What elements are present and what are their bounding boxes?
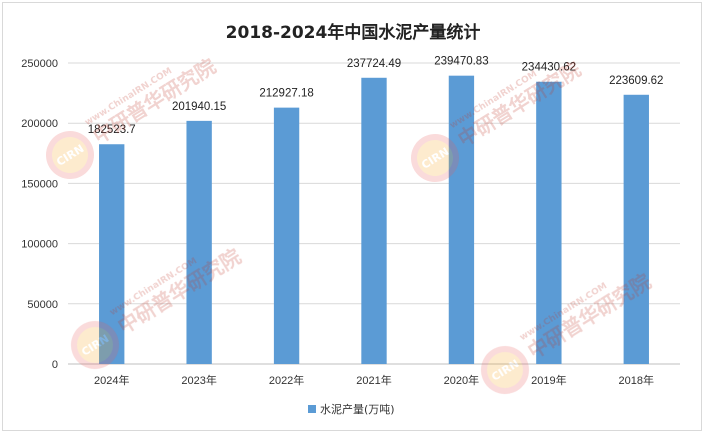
y-axis-ticks: 0 50000 100000 150000 200000 250000: [21, 58, 58, 371]
data-label: 201940.15: [172, 101, 226, 113]
data-label: 237724.49: [347, 58, 401, 70]
data-label: 239470.83: [434, 56, 488, 68]
bar: [186, 120, 212, 364]
watermark-logo-disc: [71, 321, 119, 369]
x-tick-label: 2023年: [181, 373, 216, 387]
y-tick-label: 250000: [21, 58, 58, 70]
watermark-logo-disc: [481, 346, 529, 394]
x-tick-label: 2020年: [444, 373, 479, 387]
data-label: 212927.18: [259, 88, 313, 100]
data-label: 234430.62: [522, 62, 576, 74]
bar: [99, 144, 125, 364]
y-tick-label: 50000: [27, 299, 58, 311]
x-tick-label: 2021年: [356, 373, 391, 387]
data-label: 182523.7: [88, 124, 136, 136]
y-tick-label: 0: [52, 359, 58, 371]
legend: 水泥产量(万吨): [308, 402, 395, 416]
data-label: 223609.62: [609, 75, 663, 87]
x-tick-label: 2019年: [531, 373, 566, 387]
legend-swatch: [308, 405, 316, 413]
data-labels: 182523.7 201940.15 212927.18 237724.49 23947…: [88, 56, 664, 137]
legend-label: 水泥产量(万吨): [320, 402, 395, 416]
watermark-logo-inner: [487, 352, 523, 388]
watermark-logo-disc: [411, 134, 459, 182]
x-axis-ticks: 2024年 2023年 2022年 2021年 2020年 2019年 2018年: [94, 373, 654, 387]
bar: [536, 81, 562, 364]
bar: [273, 107, 300, 364]
chart-title: 2018-2024年中国水泥产量统计: [226, 22, 481, 43]
bars: [99, 75, 649, 364]
bar: [448, 75, 475, 364]
x-tick-label: 2022年: [269, 373, 304, 387]
y-tick-label: 200000: [21, 118, 58, 130]
x-tick-label: 2018年: [619, 373, 654, 387]
y-tick-label: 100000: [21, 239, 58, 251]
watermark-logo-disc: [46, 131, 94, 179]
y-tick-label: 150000: [21, 178, 58, 190]
watermark-logo-inner: [77, 327, 113, 363]
bar: [623, 94, 649, 364]
watermark-logo-inner: [52, 137, 88, 173]
x-tick-label: 2024年: [94, 373, 129, 387]
watermark-logo-inner: [417, 140, 453, 176]
watermark-brand: 中研普华研究院: [114, 244, 245, 339]
bar: [361, 77, 387, 364]
